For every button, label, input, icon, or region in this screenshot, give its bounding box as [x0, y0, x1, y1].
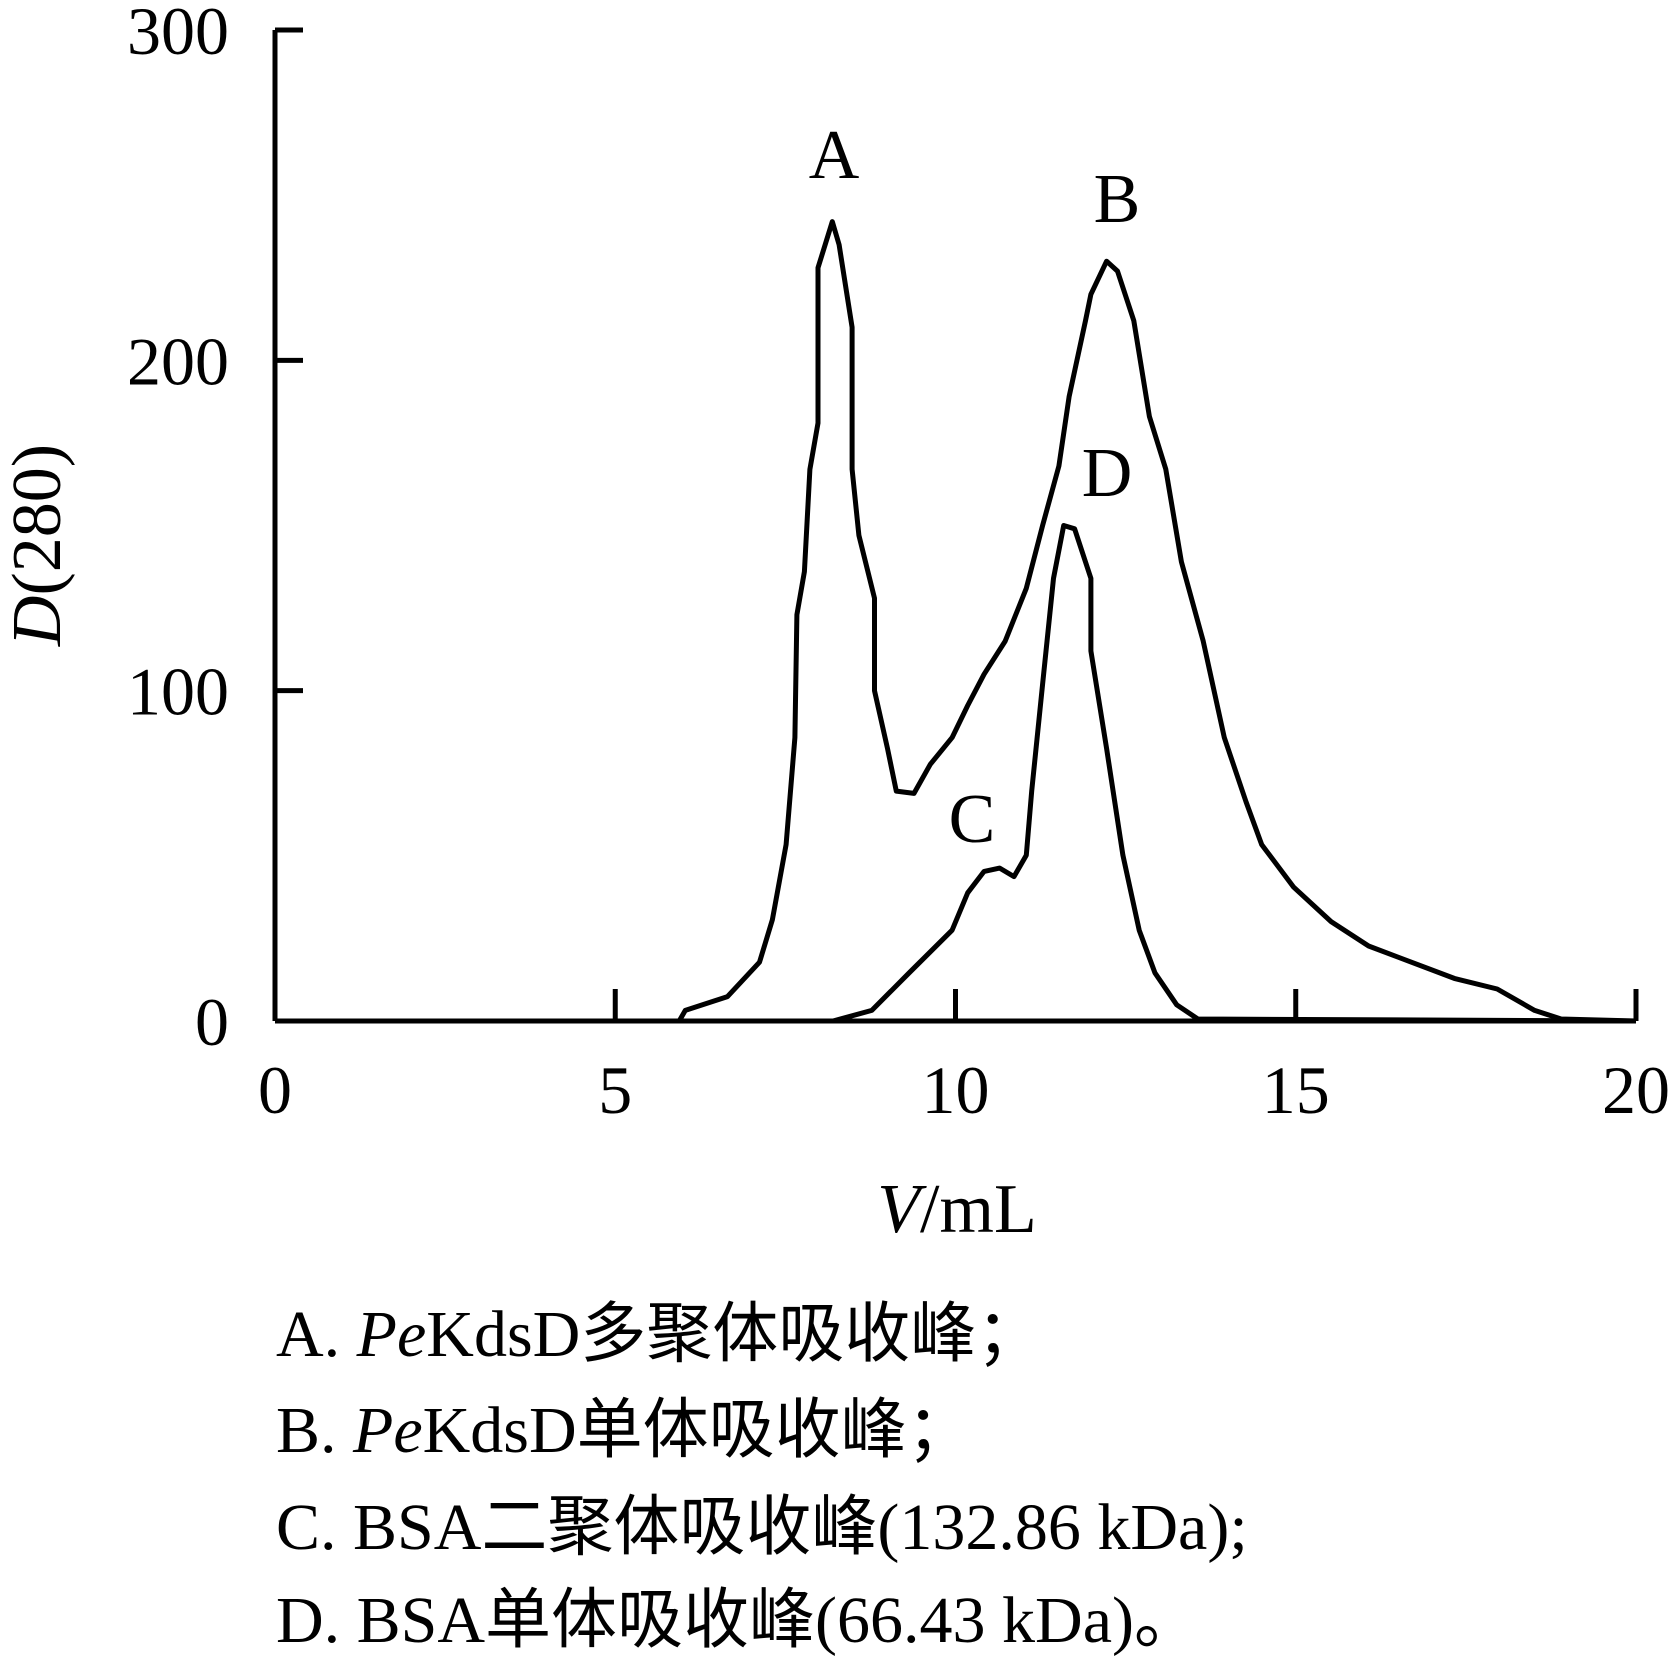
caption-line: D. BSA单体吸收峰(66.43 kDa)。 [276, 1584, 1200, 1657]
y-tick-label: 0 [195, 984, 229, 1060]
x-tick-label: 5 [598, 1052, 632, 1128]
x-tick-label: 20 [1602, 1052, 1670, 1128]
caption-line: B. PeKdsD单体吸收峰； [276, 1394, 973, 1467]
y-tick-label: 300 [127, 0, 229, 69]
caption-part: KdsD多聚体吸收峰； [426, 1298, 1042, 1371]
x-tick-label: 15 [1262, 1052, 1330, 1128]
caption-part: D. BSA单体吸收峰(66.43 kDa)。 [276, 1584, 1200, 1657]
caption-part: C. BSA二聚体吸收峰(132.86 kDa); [276, 1491, 1248, 1564]
x-tick-label: 0 [258, 1052, 292, 1128]
y-tick-label: 100 [127, 654, 229, 730]
caption-part: Pe [356, 1298, 427, 1371]
x-axis-label-part: /mL [920, 1171, 1037, 1248]
caption-part: KdsD单体吸收峰； [423, 1394, 973, 1467]
peak-label: D [1082, 435, 1133, 512]
data-line [275, 219, 1637, 1024]
caption-line: A. PeKdsD多聚体吸收峰； [276, 1298, 1042, 1371]
caption-part: Pe [352, 1394, 423, 1467]
y-tick-label: 200 [127, 323, 229, 399]
data-line [275, 523, 1637, 1024]
x-tick-label: 10 [922, 1052, 990, 1128]
caption-part: B. [276, 1394, 353, 1467]
peak-label: C [949, 781, 996, 858]
caption-part: A. [276, 1298, 357, 1371]
x-axis-label: V/mL [877, 1171, 1036, 1248]
y-axis-label: D(280) [0, 444, 76, 647]
caption-line: C. BSA二聚体吸收峰(132.86 kDa); [276, 1491, 1248, 1564]
peak-label: A [809, 117, 860, 194]
peak-label: B [1094, 161, 1141, 238]
y-axis-label-part: D [0, 596, 76, 648]
x-axis-label-part: V [877, 1171, 927, 1248]
y-axis-label-part: (280) [0, 444, 76, 596]
